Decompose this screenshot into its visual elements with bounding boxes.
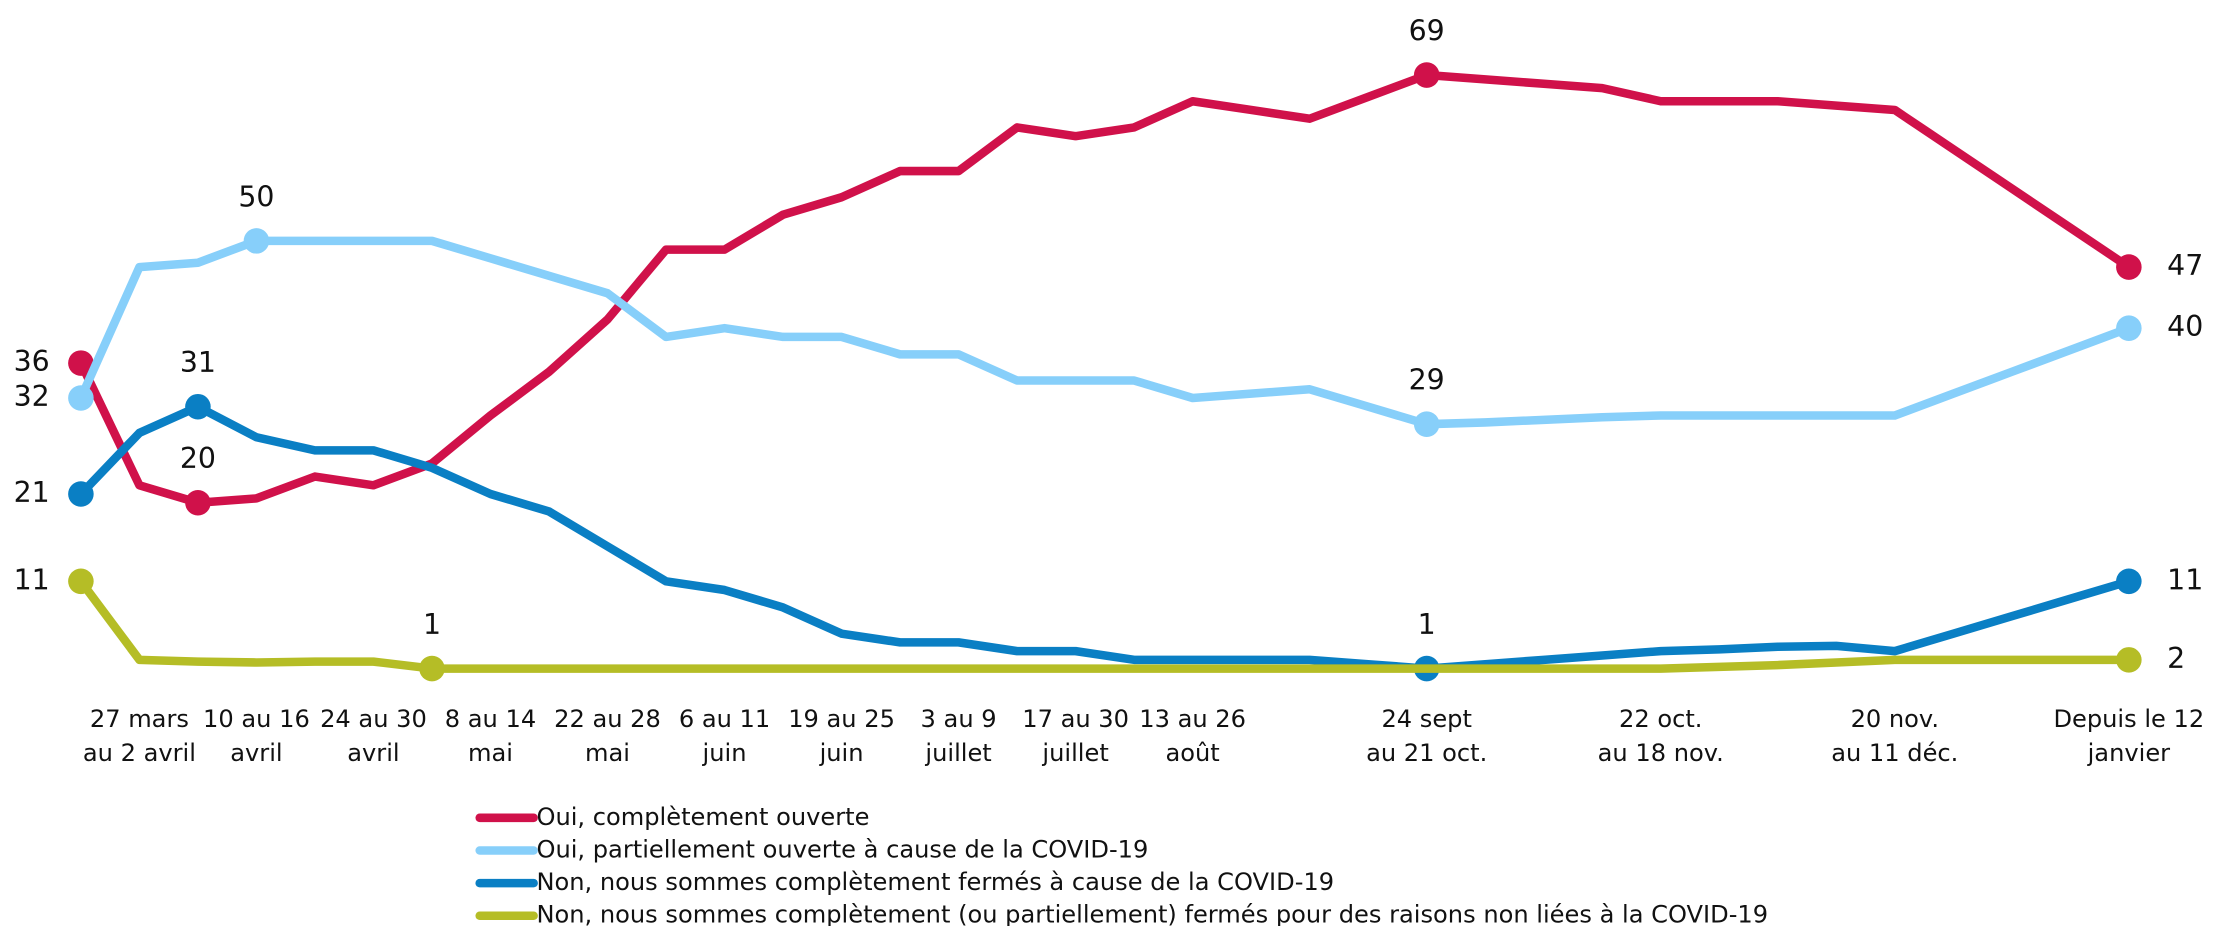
point-marker xyxy=(2116,254,2142,280)
data-label: 21 xyxy=(14,476,50,509)
x-tick-label: 13 au 26 xyxy=(1139,705,1246,733)
x-tick-label: 22 oct. xyxy=(1619,705,1702,733)
point-marker xyxy=(185,393,211,420)
x-tick-label: 19 au 25 xyxy=(788,705,895,733)
point-marker xyxy=(2116,647,2142,673)
x-tick-label: juillet xyxy=(1041,739,1108,767)
x-tick-label: 24 sept xyxy=(1381,705,1472,733)
legend-label: Oui, partiellement ouverte à cause de la… xyxy=(536,835,1148,863)
x-tick-label: juillet xyxy=(924,739,991,767)
point-marker xyxy=(419,655,445,682)
point-marker xyxy=(2116,315,2142,341)
data-label: 40 xyxy=(2167,310,2203,343)
x-tick-label: mai xyxy=(468,739,513,767)
data-label: 1 xyxy=(423,608,441,641)
legend-label: Non, nous sommes complètement fermés à c… xyxy=(536,868,1334,896)
x-tick-label: 8 au 14 xyxy=(445,705,536,733)
data-label: 1 xyxy=(1418,608,1436,641)
x-tick-label: 10 au 16 xyxy=(203,705,310,733)
x-tick-label: juin xyxy=(819,739,864,767)
point-marker xyxy=(68,481,94,507)
data-label: 47 xyxy=(2167,249,2203,282)
x-tick-label: 6 au 11 xyxy=(679,705,770,733)
series-line xyxy=(77,70,2132,507)
data-label: 29 xyxy=(1409,364,1445,397)
point-marker xyxy=(68,385,94,411)
point-marker xyxy=(185,489,211,516)
point-marker xyxy=(1413,62,1440,88)
x-tick-label: au 2 avril xyxy=(83,739,196,767)
data-label: 69 xyxy=(1409,14,1445,47)
x-tick-label: 24 au 30 xyxy=(320,705,427,733)
series-line xyxy=(77,236,2131,429)
x-tick-label: 20 nov. xyxy=(1851,705,1939,733)
point-marker xyxy=(243,228,270,254)
data-label: 11 xyxy=(14,563,50,596)
data-label: 32 xyxy=(14,380,50,413)
point-marker xyxy=(68,350,94,376)
x-tick-label: au 18 nov. xyxy=(1598,739,1724,767)
data-label: 36 xyxy=(14,345,50,378)
x-tick-label: avril xyxy=(347,739,399,767)
x-tick-label: Depuis le 12 xyxy=(2053,705,2204,733)
x-tick-label: mai xyxy=(585,739,630,767)
x-tick-label: au 11 déc. xyxy=(1831,739,1958,767)
data-label: 11 xyxy=(2167,563,2203,596)
data-label: 50 xyxy=(238,180,274,213)
point-marker xyxy=(1413,411,1440,437)
x-tick-label: janvier xyxy=(2087,739,2171,767)
x-tick-label: août xyxy=(1166,739,1220,767)
point-marker xyxy=(2116,568,2142,595)
data-label: 31 xyxy=(180,346,216,379)
x-tick-label: au 21 oct. xyxy=(1366,739,1487,767)
x-tick-label: 27 mars xyxy=(90,705,189,733)
legend-label: Oui, complètement ouverte xyxy=(536,803,869,831)
x-tick-label: 22 au 28 xyxy=(554,705,661,733)
legend-label: Non, nous sommes complètement (ou partie… xyxy=(536,901,1768,926)
x-tick-label: 3 au 9 xyxy=(921,705,997,733)
data-label: 20 xyxy=(180,442,216,475)
data-label: 2 xyxy=(2167,642,2185,675)
x-tick-label: juin xyxy=(702,739,747,767)
x-tick-label: 17 au 30 xyxy=(1022,705,1129,733)
x-tick-label: avril xyxy=(230,739,282,767)
point-marker xyxy=(68,568,94,595)
series-line xyxy=(77,402,2131,673)
